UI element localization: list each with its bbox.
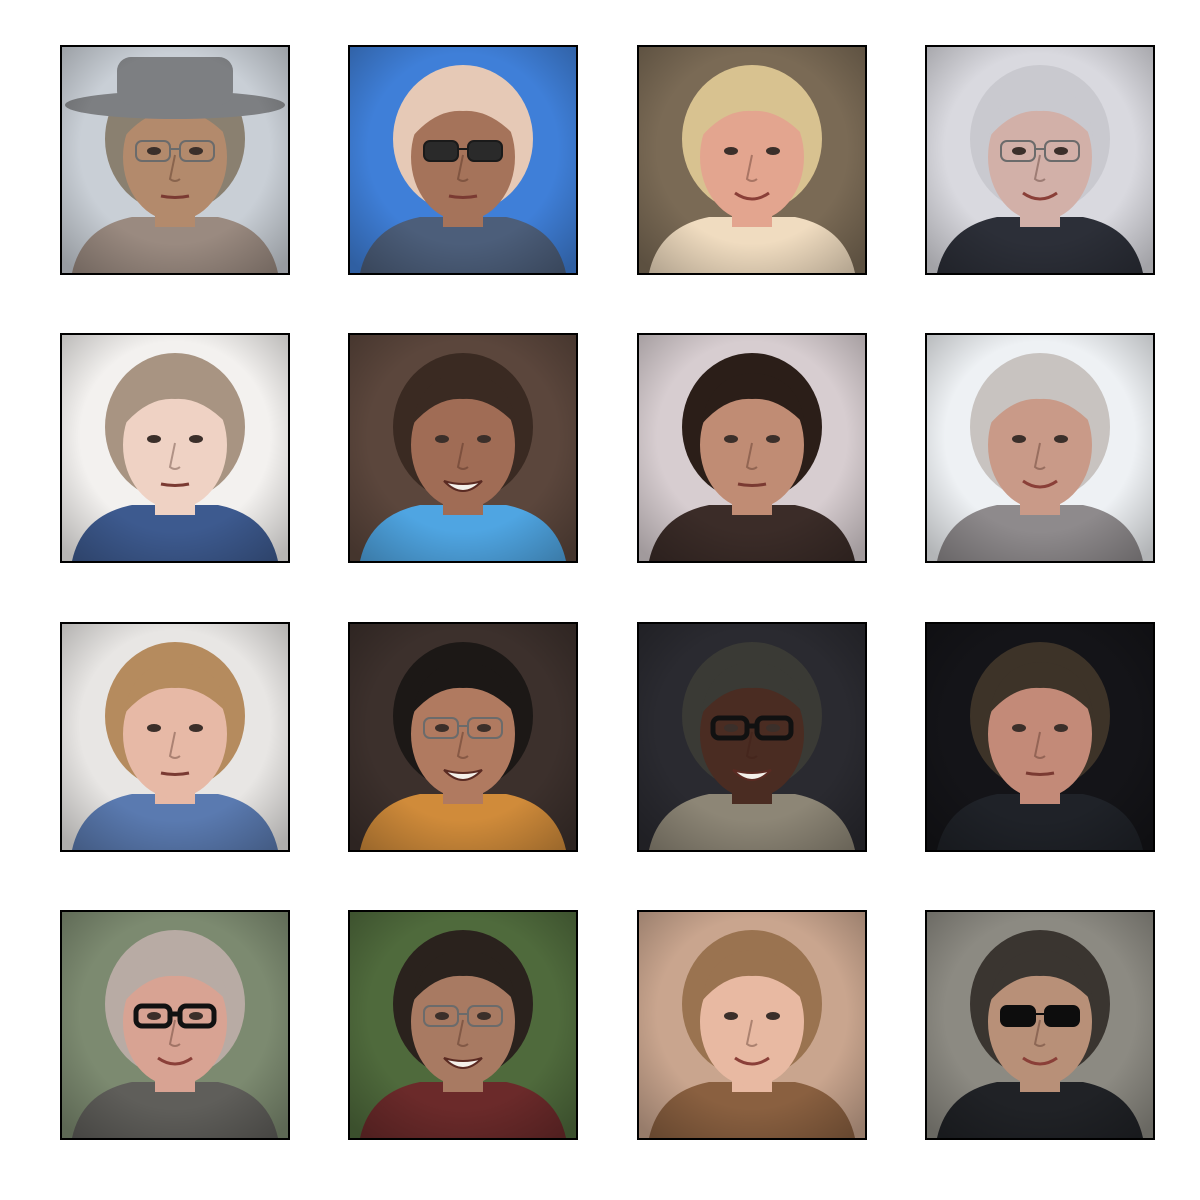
face-image	[639, 624, 865, 850]
vignette	[62, 335, 288, 561]
vignette	[350, 335, 576, 561]
face-image	[62, 624, 288, 850]
face-tile	[60, 622, 290, 852]
face-tile	[925, 622, 1155, 852]
face-tile	[60, 45, 290, 275]
vignette	[927, 335, 1153, 561]
face-image	[350, 335, 576, 561]
face-tile	[348, 622, 578, 852]
face-image	[927, 624, 1153, 850]
face-image	[927, 912, 1153, 1138]
face-image	[350, 47, 576, 273]
face-image	[639, 47, 865, 273]
vignette	[927, 47, 1153, 273]
face-tile	[925, 45, 1155, 275]
face-tile	[637, 622, 867, 852]
face-tile	[348, 333, 578, 563]
face-tile	[60, 333, 290, 563]
face-image	[927, 335, 1153, 561]
face-image	[350, 624, 576, 850]
face-image	[639, 335, 865, 561]
vignette	[639, 624, 865, 850]
face-tile	[348, 910, 578, 1140]
face-tile	[925, 910, 1155, 1140]
face-tile	[925, 333, 1155, 563]
vignette	[927, 624, 1153, 850]
face-tile	[60, 910, 290, 1140]
face-tile	[637, 45, 867, 275]
vignette	[350, 47, 576, 273]
vignette	[350, 912, 576, 1138]
face-image	[62, 912, 288, 1138]
vignette	[350, 624, 576, 850]
vignette	[927, 912, 1153, 1138]
face-image	[62, 335, 288, 561]
vignette	[62, 912, 288, 1138]
vignette	[62, 47, 288, 273]
face-tile	[637, 910, 867, 1140]
face-tile	[637, 333, 867, 563]
vignette	[639, 47, 865, 273]
vignette	[62, 624, 288, 850]
face-image	[639, 912, 865, 1138]
face-image	[350, 912, 576, 1138]
vignette	[639, 912, 865, 1138]
vignette	[639, 335, 865, 561]
face-tile	[348, 45, 578, 275]
face-image	[62, 47, 288, 273]
face-image	[927, 47, 1153, 273]
